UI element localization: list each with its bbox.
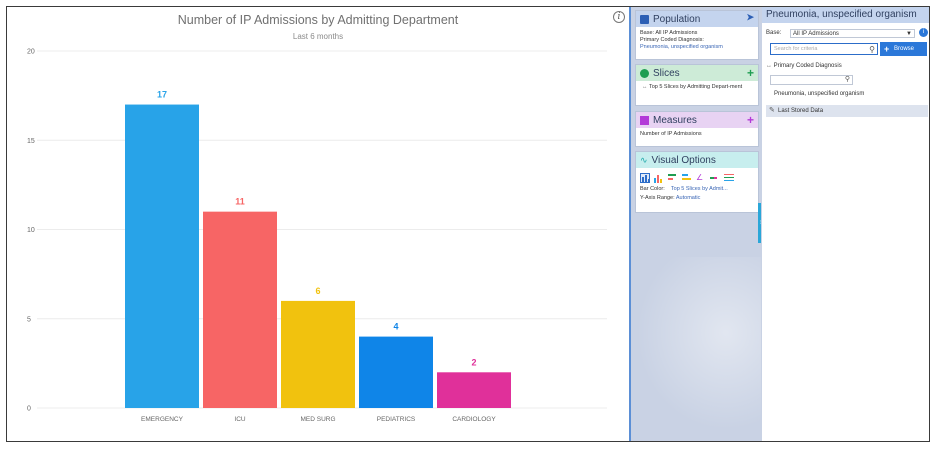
criteria-base-value: All IP Admissions	[793, 31, 839, 37]
bar[interactable]	[125, 104, 199, 409]
measures-body: Number of IP Admissions	[636, 128, 758, 141]
add-measure-icon[interactable]: +	[746, 113, 754, 127]
criteria-panel-title: Pneumonia, unspecified organism	[762, 7, 929, 23]
search-icon: ⚲	[869, 45, 875, 54]
slices-title: Slices	[653, 67, 680, 79]
measures-title: Measures	[653, 114, 697, 126]
visual-options-header[interactable]: ∿ Visual Options	[636, 152, 758, 168]
bar-chart: 0 5 10 15 20 17 EMERGENCY 11 ICU 6 MED SURG 4 PEDIAT…	[27, 49, 607, 423]
decorative-cloud	[631, 257, 761, 441]
stored-data-icon: ✎	[769, 107, 775, 114]
criteria-item-header[interactable]: ↔ Primary Coded Diagnosis	[766, 63, 842, 69]
data-label: 6	[315, 286, 320, 296]
bar-color-label: Bar Color:	[640, 186, 665, 192]
chart-subtitle: Last 6 months	[292, 32, 344, 41]
population-title: Population	[653, 13, 701, 25]
slice-expand-icon[interactable]: ↔	[642, 84, 648, 90]
criteria-base-label: Base:	[766, 30, 782, 36]
slice-item[interactable]: Top 5 Slices by Admitting Depart-ment	[648, 84, 743, 90]
criteria-value-search[interactable]: ⚲	[770, 75, 853, 85]
add-slice-icon[interactable]: +	[746, 66, 754, 80]
grouped-bar-type-icon[interactable]	[654, 173, 664, 183]
criteria-value[interactable]: Pneumonia, unspecified organism	[774, 91, 865, 97]
measures-icon	[640, 115, 649, 125]
bar[interactable]	[203, 211, 277, 408]
visual-options-icon: ∿	[640, 154, 648, 165]
bar-color-value[interactable]: Top 5 Slices by Admit...	[670, 186, 728, 192]
y-tick-label: 0	[27, 406, 31, 413]
x-tick-label: MED SURG	[300, 416, 335, 423]
line-chart-type-icon[interactable]: ∠	[696, 173, 704, 182]
chart-title: Number of IP Admissions by Admitting Dep…	[177, 13, 459, 27]
x-tick-label: ICU	[234, 416, 246, 423]
data-label: 4	[393, 322, 398, 332]
list-chart-type-icon[interactable]	[724, 173, 734, 183]
browse-button[interactable]: + Browse	[880, 42, 927, 56]
y-axis-range-value[interactable]: Automatic	[675, 195, 701, 201]
y-tick-label: 20	[27, 49, 35, 56]
y-tick-label: 10	[27, 227, 35, 234]
horizontal-bar-type-icon[interactable]	[668, 173, 678, 183]
population-base-value: All IP Admissions	[655, 30, 698, 36]
y-tick-label: 5	[27, 316, 31, 323]
chart-area: Number of IP Admissions by Admitting Dep…	[7, 7, 629, 441]
criteria-panel: Pneumonia, unspecified organism Base: Al…	[761, 7, 929, 441]
slices-icon	[640, 68, 649, 78]
browse-label: Browse	[894, 46, 915, 52]
population-diagnosis-label: Primary Coded Diagnosis:	[640, 37, 704, 43]
y-tick-label: 15	[27, 138, 35, 145]
bar-chart-type-icon[interactable]	[640, 173, 650, 183]
plus-icon: +	[884, 44, 890, 54]
visual-options-title: Visual Options	[651, 154, 716, 166]
data-label: 17	[157, 90, 167, 100]
measures-card: Measures + Number of IP Admissions	[635, 111, 759, 147]
chevron-down-icon: ▼	[906, 31, 912, 37]
criteria-value-search-icon: ⚲	[844, 76, 850, 83]
analysis-sidebar: Population ➤ Base: All IP Admissions Pri…	[629, 7, 761, 441]
bar[interactable]	[437, 372, 511, 408]
last-stored-data-row[interactable]: ✎ Last Stored Data	[766, 105, 928, 117]
criteria-search-input[interactable]: Search for criteria ⚲	[770, 43, 878, 55]
bullet-chart-type-icon[interactable]	[710, 173, 720, 183]
slices-header[interactable]: Slices +	[636, 65, 758, 81]
chart-type-selector: ∠	[640, 173, 754, 183]
info-icon[interactable]: i	[613, 11, 625, 23]
data-label: 11	[235, 197, 245, 207]
slices-body: ↔ Top 5 Slices by Admitting Depart-ment	[636, 81, 758, 94]
app-frame: Number of IP Admissions by Admitting Dep…	[6, 6, 930, 442]
visual-options-body: ∠ Bar Color: Top 5 Slices by Admit... Y-…	[636, 168, 758, 205]
bar[interactable]	[281, 300, 355, 408]
population-edit-icon[interactable]: ➤	[746, 12, 754, 22]
x-tick-label: CARDIOLOGY	[452, 416, 496, 423]
population-icon	[640, 14, 649, 24]
measure-item[interactable]: Number of IP Admissions	[640, 131, 702, 137]
criteria-info-icon[interactable]: i	[919, 28, 928, 37]
measures-header[interactable]: Measures +	[636, 112, 758, 128]
criteria-name: Primary Coded Diagnosis	[773, 63, 842, 69]
population-base-label: Base:	[640, 30, 655, 36]
y-axis-range-label: Y-Axis Range:	[640, 195, 675, 201]
criteria-expand-icon[interactable]: ↔	[766, 63, 774, 69]
x-tick-label: PEDIATRICS	[377, 416, 416, 423]
bar[interactable]	[359, 336, 433, 408]
population-body: Base: All IP Admissions Primary Coded Di…	[636, 27, 758, 54]
population-diagnosis-value[interactable]: Pneumonia, unspecified organism	[640, 44, 723, 50]
population-header[interactable]: Population ➤	[636, 11, 758, 27]
last-stored-data-label: Last Stored Data	[778, 108, 824, 114]
x-tick-label: EMERGENCY	[141, 416, 184, 423]
population-card: Population ➤ Base: All IP Admissions Pri…	[635, 10, 759, 60]
data-label: 2	[471, 357, 476, 367]
stacked-bar-type-icon[interactable]	[682, 173, 692, 183]
slices-card: Slices + ↔ Top 5 Slices by Admitting Dep…	[635, 64, 759, 106]
visual-options-card: ∿ Visual Options ∠ Bar Color: Top 5 Slic…	[635, 151, 759, 213]
criteria-base-select[interactable]: All IP Admissions ▼	[790, 29, 915, 38]
criteria-search-placeholder: Search for criteria	[774, 46, 818, 52]
